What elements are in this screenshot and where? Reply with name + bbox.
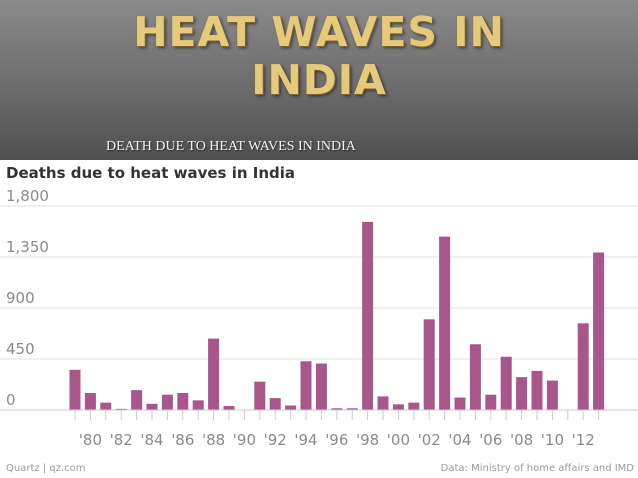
- bar: [192, 400, 204, 410]
- bar: [331, 408, 343, 410]
- bar: [146, 403, 158, 410]
- x-tick-label: '06: [479, 431, 502, 449]
- x-tick-label: '92: [264, 431, 287, 449]
- bar: [300, 361, 312, 410]
- source-credit: Quartz | qz.com: [6, 463, 86, 474]
- bar: [439, 236, 451, 410]
- bar: [362, 221, 374, 410]
- bar: [315, 363, 327, 410]
- x-tick-label: '88: [202, 431, 225, 449]
- bar: [500, 356, 512, 410]
- x-tick-label: '90: [233, 431, 256, 449]
- x-tick-label: '00: [387, 431, 410, 449]
- slide-title-line-1: HEAT WAVES IN: [133, 8, 505, 56]
- bar: [84, 393, 96, 410]
- y-tick-label: 1,800: [6, 187, 49, 205]
- y-tick-label: 450: [6, 340, 35, 358]
- bar: [469, 344, 481, 410]
- bar: [377, 396, 389, 410]
- bar: [392, 404, 404, 410]
- bar: [100, 402, 112, 410]
- x-tick-label: '96: [325, 431, 348, 449]
- slide-header: [0, 0, 638, 160]
- x-tick-label: '02: [418, 431, 441, 449]
- y-tick-label: 0: [6, 391, 16, 409]
- bar: [208, 338, 220, 410]
- bar: [546, 380, 558, 410]
- bar: [115, 408, 127, 410]
- bar: [177, 393, 189, 410]
- x-tick-label: '80: [79, 431, 102, 449]
- data-source: Data: Ministry of home affairs and IMD: [440, 463, 634, 474]
- x-tick-label: '82: [110, 431, 133, 449]
- x-tick-label: '94: [294, 431, 317, 449]
- x-tick-label: '86: [171, 431, 194, 449]
- bar: [531, 370, 543, 410]
- bar: [269, 398, 281, 410]
- bar: [131, 390, 143, 410]
- bar: [69, 369, 81, 410]
- slide-title-line-2: INDIA: [251, 56, 387, 104]
- bar-chart: 0 450 900 1,350 1,800 '80 '82 '84 '86 '88 '90 '92 '9…: [0, 187, 638, 449]
- slide-subtitle: DEATH DUE TO HEAT WAVES IN INDIA: [106, 139, 356, 154]
- bar: [408, 402, 420, 410]
- bar: [423, 319, 435, 410]
- bar: [454, 397, 466, 410]
- x-tick-label: '04: [448, 431, 471, 449]
- bar: [346, 408, 358, 410]
- x-tick-label: '10: [541, 431, 564, 449]
- bar: [254, 381, 266, 410]
- bar: [516, 377, 528, 410]
- chart-title: Deaths due to heat waves in India: [6, 164, 296, 182]
- bar: [223, 406, 235, 410]
- y-tick-label: 1,350: [6, 238, 49, 256]
- bar: [577, 323, 589, 410]
- x-tick-label: '84: [140, 431, 163, 449]
- x-tick-label: '12: [572, 431, 595, 449]
- y-tick-label: 900: [6, 289, 35, 307]
- bar: [161, 394, 173, 410]
- x-tick-label: '98: [356, 431, 379, 449]
- bar: [593, 252, 605, 410]
- x-tick-label: '08: [510, 431, 533, 449]
- bar: [485, 394, 497, 410]
- bar: [285, 405, 297, 410]
- slide-title: HEAT WAVES IN INDIA: [0, 8, 638, 104]
